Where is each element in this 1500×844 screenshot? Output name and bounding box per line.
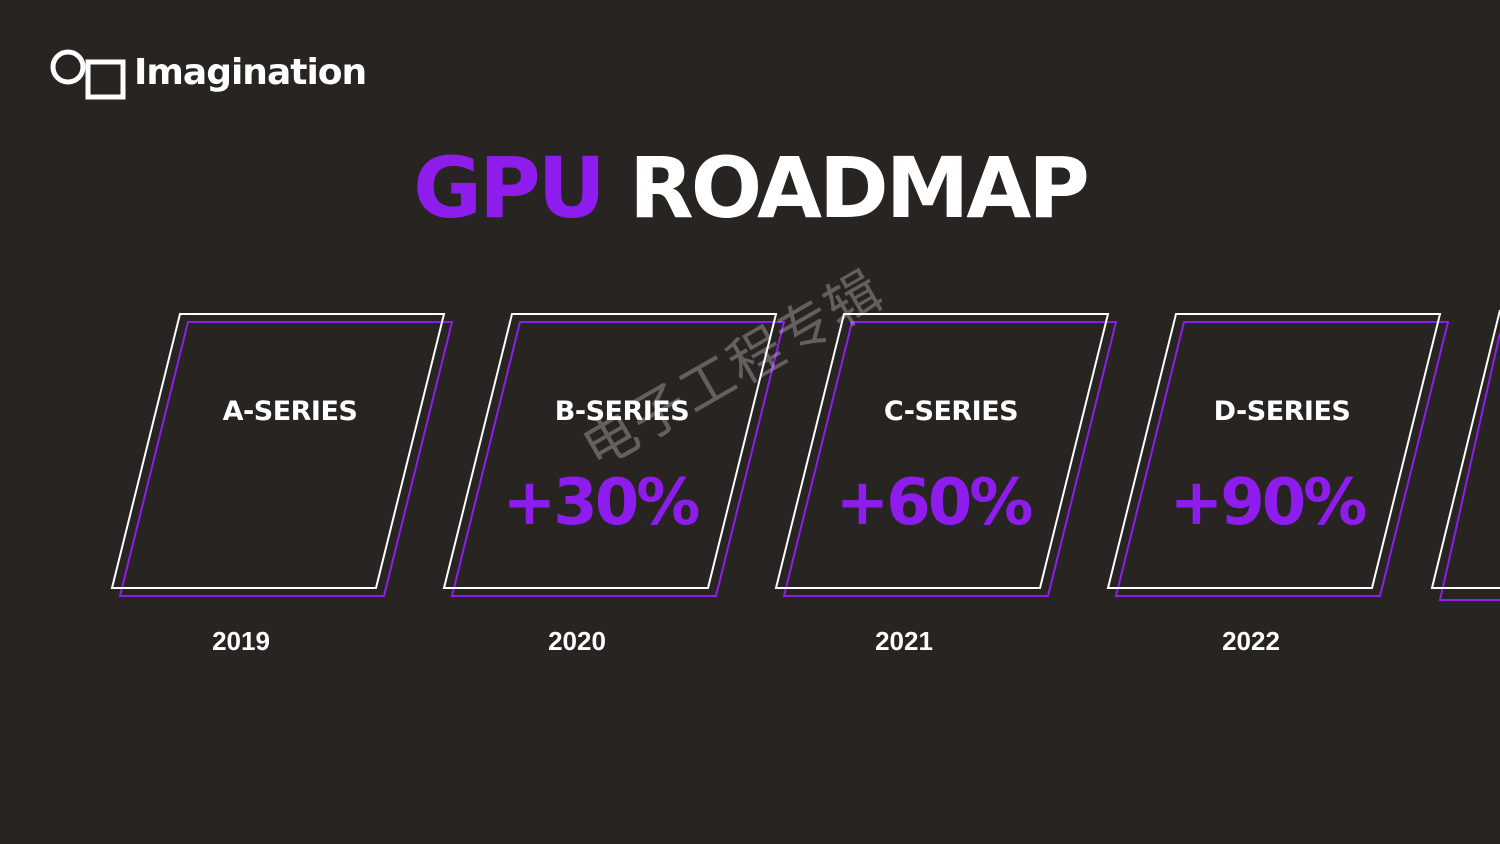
card-b-series-gain: +30% <box>502 466 701 540</box>
year-2019-label: 2019 <box>212 626 270 656</box>
card-b-series-label: B-SERIES <box>554 396 690 427</box>
card-c-series-gain: +60% <box>835 466 1034 540</box>
card-b-series-frame <box>442 313 786 597</box>
title-main: ROADMAP <box>629 139 1090 237</box>
card-c-series-label: C-SERIES <box>883 396 1019 427</box>
year-2021-label: 2021 <box>875 626 933 656</box>
title-accent: GPU <box>413 139 606 237</box>
card-a-series-label: A-SERIES <box>222 396 358 427</box>
card-d-series-frame <box>1106 313 1450 597</box>
imagination-logo: Imagination <box>50 48 367 108</box>
year-2020-label: 2020 <box>548 626 606 656</box>
card-c-series-frame <box>774 313 1118 597</box>
card-d-series-label: D-SERIES <box>1213 396 1351 427</box>
card-d-series-gain: +90% <box>1169 466 1368 540</box>
logo-text: Imagination <box>134 52 367 93</box>
page-title: GPU ROADMAP <box>0 138 1500 238</box>
year-2022-label: 2022 <box>1222 626 1280 656</box>
imagination-logo-icon <box>50 49 126 100</box>
card-next-series-frame-partial <box>1430 309 1500 601</box>
card-a-series-frame <box>110 313 454 597</box>
